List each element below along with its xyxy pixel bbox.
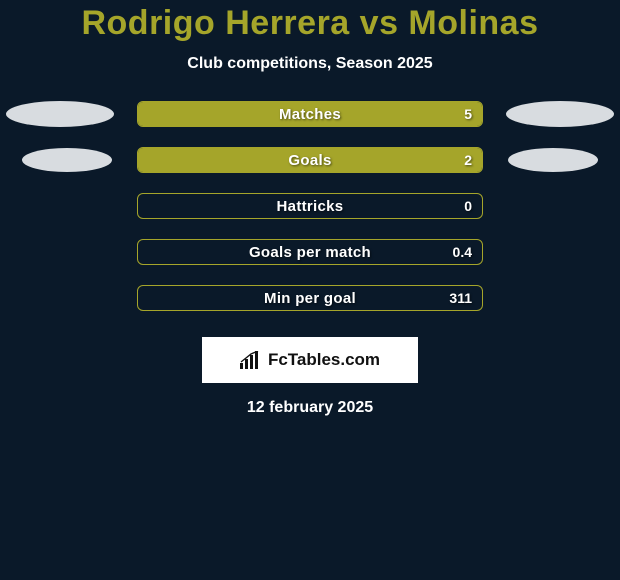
- stat-bar: Goals2: [137, 147, 483, 173]
- subtitle: Club competitions, Season 2025: [0, 55, 620, 73]
- stat-row: Hattricks0: [0, 193, 620, 219]
- stat-bar: Min per goal311: [137, 285, 483, 311]
- page-title: Rodrigo Herrera vs Molinas: [0, 4, 620, 43]
- stat-value: 0: [464, 198, 472, 214]
- date-text: 12 february 2025: [0, 399, 620, 417]
- stat-row: Goals2: [0, 147, 620, 173]
- right-ellipse: [506, 101, 614, 127]
- bar-chart-icon: [240, 351, 262, 369]
- comparison-infographic: Rodrigo Herrera vs Molinas Club competit…: [0, 0, 620, 417]
- logo-box: FcTables.com: [202, 337, 418, 383]
- stat-row: Matches5: [0, 101, 620, 127]
- stat-value: 0.4: [453, 244, 472, 260]
- stat-label: Hattricks: [138, 198, 482, 215]
- stat-bar: Matches5: [137, 101, 483, 127]
- stat-bar: Goals per match0.4: [137, 239, 483, 265]
- stat-rows: Matches5Goals2Hattricks0Goals per match0…: [0, 101, 620, 311]
- stat-value: 311: [449, 290, 472, 306]
- stat-value: 5: [464, 106, 472, 122]
- stat-label: Goals: [138, 152, 482, 169]
- stat-label: Matches: [138, 106, 482, 123]
- stat-row: Goals per match0.4: [0, 239, 620, 265]
- stat-label: Min per goal: [138, 290, 482, 307]
- logo-text: FcTables.com: [268, 350, 380, 370]
- left-ellipse: [6, 101, 114, 127]
- right-ellipse: [508, 148, 598, 172]
- stat-row: Min per goal311: [0, 285, 620, 311]
- stat-bar: Hattricks0: [137, 193, 483, 219]
- left-ellipse: [22, 148, 112, 172]
- stat-value: 2: [464, 152, 472, 168]
- stat-label: Goals per match: [138, 244, 482, 261]
